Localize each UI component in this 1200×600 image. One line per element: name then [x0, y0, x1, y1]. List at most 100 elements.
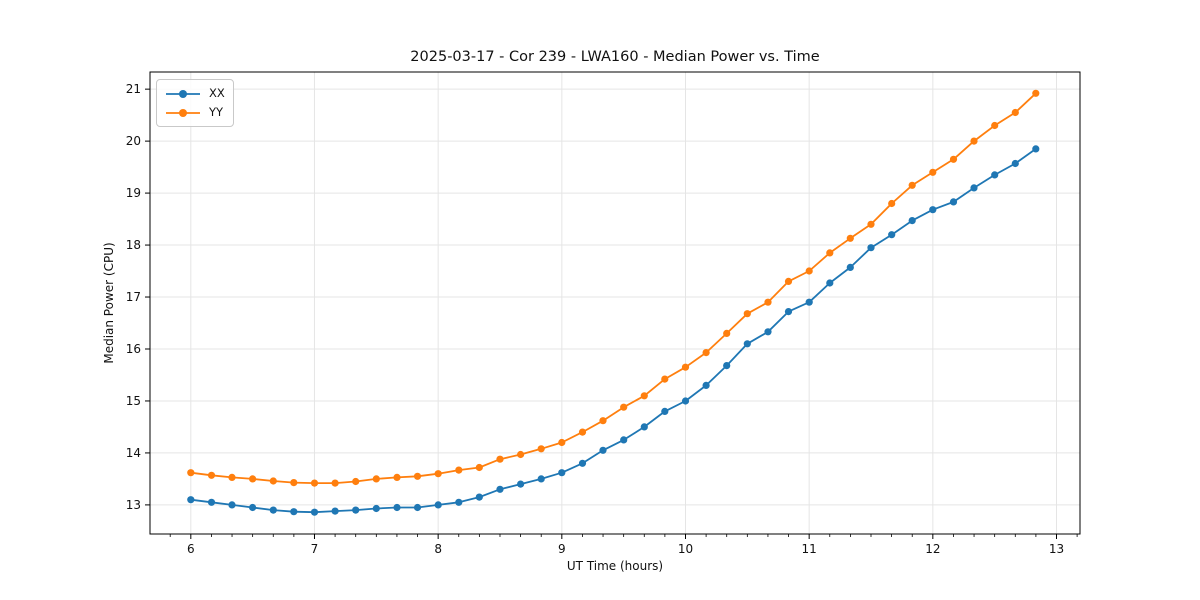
y-tick-label: 20	[126, 134, 141, 148]
data-point-xx	[228, 501, 236, 509]
data-point-xx	[558, 469, 566, 477]
data-point-xx	[393, 503, 401, 512]
series-line-yy	[190, 92, 1037, 485]
data-point-yy	[764, 298, 772, 306]
y-tick-label: 14	[126, 446, 141, 460]
data-point-yy	[413, 472, 422, 480]
data-point-xx	[413, 503, 422, 512]
data-point-xx	[970, 184, 978, 192]
data-point-yy	[455, 466, 463, 474]
data-point-xx	[599, 446, 607, 454]
data-point-yy	[1011, 108, 1019, 117]
data-point-yy	[310, 479, 319, 487]
data-point-yy	[970, 137, 978, 145]
data-point-yy	[352, 477, 360, 486]
data-point-xx	[908, 217, 916, 225]
data-point-yy	[290, 479, 298, 487]
data-point-xx	[455, 498, 463, 506]
data-point-xx	[723, 362, 731, 370]
data-point-yy	[207, 471, 216, 479]
series-line-xx	[190, 148, 1037, 514]
legend-item-xx: XX	[157, 84, 233, 103]
y-tick-label: 21	[126, 82, 141, 96]
data-point-xx	[578, 459, 587, 467]
data-point-yy	[475, 463, 483, 472]
y-tick-label: 17	[126, 290, 141, 304]
data-point-xx	[1032, 145, 1040, 153]
data-point-xx	[310, 508, 319, 516]
data-point-xx	[949, 198, 958, 206]
data-point-xx	[290, 508, 298, 516]
data-point-yy	[867, 220, 875, 228]
data-point-xx	[764, 328, 772, 336]
y-axis-label: Median Power (CPU)	[102, 242, 116, 364]
data-point-yy	[723, 329, 731, 337]
x-tick-label: 9	[558, 542, 566, 556]
data-point-xx	[681, 397, 690, 405]
data-point-yy	[640, 392, 648, 400]
data-point-yy	[846, 234, 854, 242]
data-point-xx	[496, 485, 504, 493]
data-point-xx	[517, 480, 525, 488]
data-point-xx	[187, 496, 195, 504]
data-point-xx	[743, 340, 751, 348]
data-point-yy	[269, 477, 277, 485]
data-point-xx	[661, 407, 669, 415]
data-point-xx	[620, 436, 628, 444]
data-point-xx	[888, 231, 896, 239]
data-point-yy	[888, 199, 896, 208]
data-point-xx	[434, 501, 442, 509]
data-point-yy	[805, 267, 813, 275]
data-point-xx	[702, 381, 710, 389]
data-point-xx	[352, 506, 360, 514]
x-tick-label: 8	[434, 542, 442, 556]
data-point-yy	[517, 450, 525, 459]
data-point-yy	[620, 403, 628, 411]
data-point-yy	[228, 473, 236, 481]
data-point-yy	[372, 475, 380, 483]
x-axis-label: UT Time (hours)	[566, 559, 664, 573]
x-tick-label: 6	[187, 542, 195, 556]
legend-swatch-xx-icon	[166, 89, 200, 98]
data-point-yy	[578, 428, 587, 436]
data-point-xx	[867, 244, 875, 252]
data-point-yy	[681, 363, 690, 371]
data-point-xx	[826, 279, 834, 287]
data-point-yy	[331, 479, 339, 487]
data-point-xx	[991, 171, 999, 179]
y-tick-label: 13	[126, 498, 141, 512]
legend-label-yy: YY	[209, 104, 224, 119]
data-point-yy	[496, 455, 504, 463]
data-point-xx	[805, 298, 813, 306]
data-point-xx	[269, 506, 277, 514]
data-point-yy	[599, 417, 607, 425]
data-point-xx	[331, 507, 339, 515]
legend-label-xx: XX	[209, 85, 225, 100]
data-point-xx	[372, 504, 380, 513]
data-point-yy	[661, 375, 669, 383]
data-point-xx	[846, 263, 854, 271]
data-point-yy	[743, 310, 751, 318]
data-point-yy	[784, 277, 793, 285]
data-point-yy	[1032, 89, 1040, 97]
data-point-yy	[929, 168, 937, 176]
data-point-xx	[640, 423, 648, 431]
legend-item-yy: YY	[157, 103, 233, 122]
data-point-yy	[558, 438, 566, 447]
data-point-yy	[434, 470, 442, 478]
y-tick-label: 15	[126, 394, 141, 408]
data-point-yy	[249, 475, 257, 483]
data-point-xx	[207, 498, 216, 506]
data-point-xx	[1011, 159, 1019, 168]
y-tick-label: 19	[126, 186, 141, 200]
data-point-yy	[702, 349, 710, 357]
chart-title: 2025-03-17 - Cor 239 - LWA160 - Median P…	[410, 49, 820, 65]
data-point-yy	[826, 249, 834, 257]
data-point-xx	[249, 503, 257, 512]
legend-swatch-yy-icon	[166, 108, 200, 117]
x-tick-label: 12	[925, 542, 940, 556]
data-point-xx	[929, 206, 937, 214]
data-point-yy	[187, 469, 195, 477]
